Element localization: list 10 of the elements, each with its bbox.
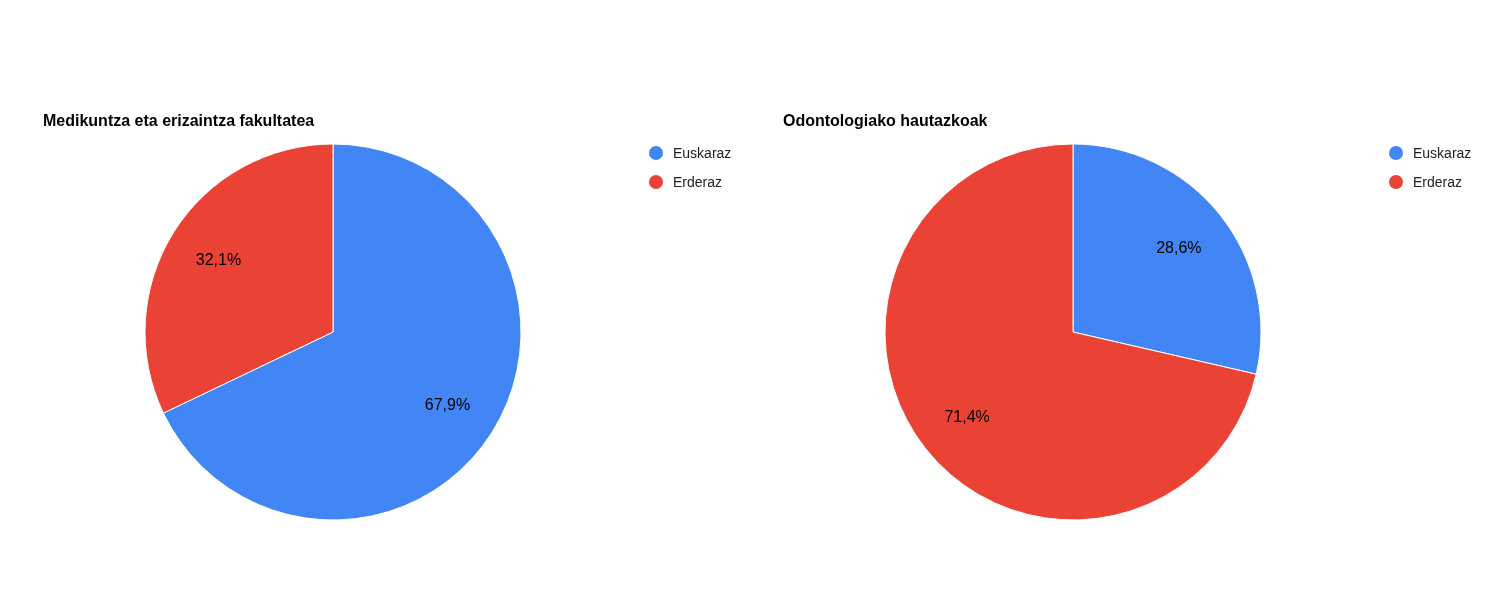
- data-label: 32,1%: [195, 251, 242, 269]
- legend-label: Euskaraz: [1413, 145, 1472, 161]
- chart-title: Odontologiako hautazkoak: [783, 112, 988, 129]
- legend-label: Erderaz: [1413, 174, 1463, 190]
- legend-label: Erderaz: [673, 174, 723, 190]
- data-label: 28,6%: [1156, 239, 1202, 257]
- chart-title: Medikuntza eta erizaintza fakultatea: [43, 112, 315, 129]
- data-label: 67,9%: [424, 395, 471, 413]
- data-label: 71,4%: [944, 407, 990, 425]
- legend-label: Euskaraz: [673, 145, 732, 161]
